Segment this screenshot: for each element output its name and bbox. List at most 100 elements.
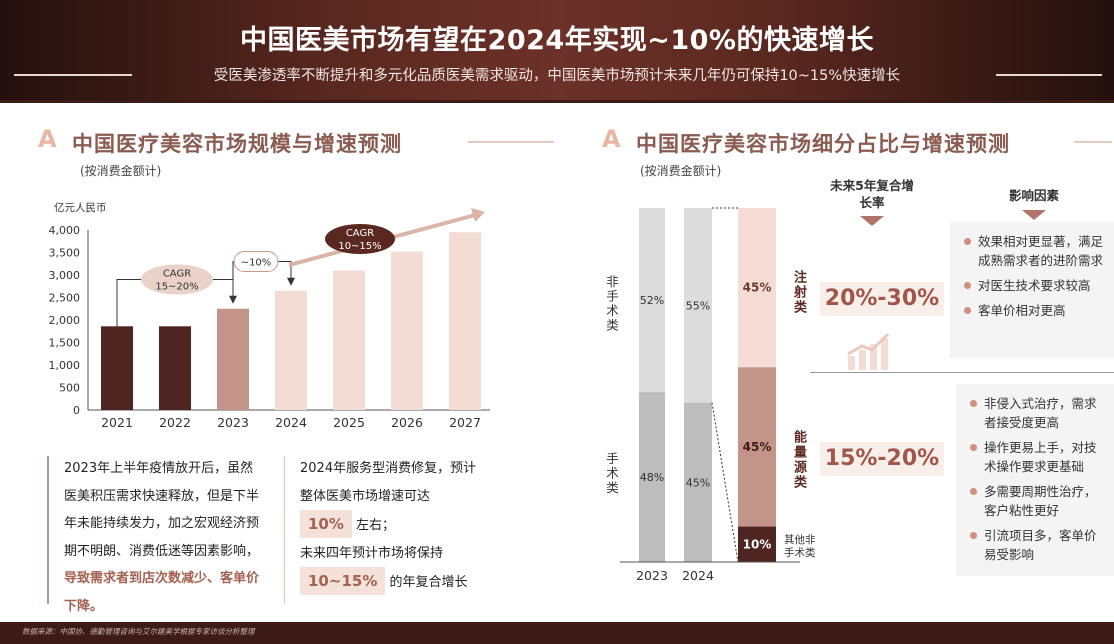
factors-injection: 效果相对更显著，满足成熟需求者的进阶需求对医生技术要求较高 客单价相对更高 bbox=[950, 222, 1114, 358]
bar-2025 bbox=[333, 270, 365, 410]
bar-surgical-2024 bbox=[684, 402, 712, 562]
label-surgical-pct: 48% bbox=[640, 471, 664, 484]
right-note: (按消费金额计) bbox=[640, 164, 722, 178]
badge-growth-2024: 10% bbox=[300, 510, 352, 538]
breakdown-其他非手术类 bbox=[738, 526, 776, 562]
y-tick-label: 2,000 bbox=[49, 314, 81, 327]
outlook-text-4: 的年复合增长 bbox=[389, 575, 468, 590]
header-band bbox=[0, 0, 1114, 100]
segment-divider bbox=[810, 372, 1114, 373]
breakdown-pct: 10% bbox=[743, 537, 772, 551]
cagr-label-1: CAGR bbox=[163, 269, 191, 280]
bar-2027 bbox=[449, 232, 481, 410]
arrow-down-icon-2 bbox=[1022, 210, 1046, 220]
right-section-line bbox=[1074, 141, 1112, 143]
bar-2021 bbox=[101, 326, 133, 410]
x-tick-label: 2026 bbox=[391, 415, 423, 430]
factors-energy: 非侵入式治疗，需求者接受度更高 操作更易上手，对技术操作要求更基础 多需要周期性治疗… bbox=[956, 384, 1114, 576]
rate-injection: 20%-30% bbox=[820, 282, 944, 316]
badge-cagr: 10~15% bbox=[300, 567, 386, 595]
segment-share-chart: 52% 48% 55% 45% 45% 45% 10% 2023 2024 bbox=[620, 207, 800, 583]
x-tick-label: 2021 bbox=[101, 415, 133, 430]
market-size-chart: 亿元人民币 0 500 1,000 1,500 2,000 2,500 3,000 3,500… bbox=[49, 201, 490, 430]
logo-a-icon-right: A bbox=[602, 125, 621, 153]
y-tick-label: 4,000 bbox=[49, 224, 81, 237]
para-market-review-highlight: 导致需求者到店次数减少、客单价下降。 bbox=[64, 571, 260, 614]
source-note: 数据来源：中国协、德勤管理咨询与艾尔建美学根据专家访谈分析整理 bbox=[22, 627, 255, 636]
y-tick-label: 3,000 bbox=[49, 269, 81, 282]
label-surgical-pct: 45% bbox=[686, 476, 710, 489]
bar-2024 bbox=[275, 290, 307, 410]
factor-item: 多需要周期性治疗，客户粘性更好 bbox=[970, 482, 1106, 520]
bar-surgical-2023 bbox=[639, 392, 665, 562]
y-tick-label: 500 bbox=[59, 382, 80, 395]
growth-bubble bbox=[233, 251, 279, 272]
cagr-value-2: 10~15% bbox=[338, 241, 381, 252]
bar-nonsurgical-2023 bbox=[639, 208, 665, 393]
label-injection: 注射类 bbox=[791, 270, 806, 315]
page-subtitle: 受医美渗透率不断提升和多元化品质医美需求驱动，中国医美市场预计未来几年仍可保持1… bbox=[213, 68, 901, 84]
x-tick-label: 2022 bbox=[159, 415, 191, 430]
factor-item: 效果相对更显著，满足成熟需求者的进阶需求 bbox=[964, 232, 1106, 270]
x-tick-label: 2024 bbox=[275, 415, 307, 430]
label-other: 其他非手术类 bbox=[784, 534, 816, 559]
para-market-review-text: 2023年上半年疫情放开后，虽然医美积压需求快速释放，但是下半年未能持续发力，加… bbox=[64, 461, 260, 559]
label-nonsurgical: 非手术类 bbox=[604, 275, 619, 333]
col-header-cagr: 未来5年复合增长率 bbox=[830, 178, 914, 210]
cagr-label-2: CAGR bbox=[346, 228, 374, 239]
x-tick-label: 2027 bbox=[449, 415, 481, 430]
y-tick-label: 1,000 bbox=[49, 359, 81, 372]
page-title: 中国医美市场有望在2024年实现~10%的快速增长 bbox=[240, 25, 874, 56]
bar-2023 bbox=[217, 308, 249, 410]
left-note: (按消费金额计) bbox=[80, 164, 162, 178]
para-market-outlook: 2024年服务型消费修复，预计整体医美市场增速可达 10% 左右； 未来四年预计… bbox=[300, 455, 480, 597]
y-tick-label: 2,500 bbox=[49, 292, 81, 305]
para-divider bbox=[284, 456, 285, 604]
left-section-line bbox=[468, 141, 554, 143]
para-market-review: 2023年上半年疫情放开后，虽然医美积压需求快速释放，但是下半年未能持续发力，加… bbox=[64, 455, 260, 620]
y-axis-label: 亿元人民币 bbox=[54, 201, 107, 214]
para-accent-bar bbox=[47, 456, 49, 604]
label-surgical: 手术类 bbox=[604, 452, 619, 496]
factor-item: 操作更易上手，对技术操作要求更基础 bbox=[970, 438, 1106, 476]
rate-energy: 15%-20% bbox=[820, 442, 944, 476]
label-nonsurgical-pct: 52% bbox=[640, 294, 664, 307]
trend-arrow-head bbox=[471, 208, 485, 222]
growth-chart-icon bbox=[847, 332, 890, 370]
col-header-factors: 影响因素 bbox=[1008, 188, 1059, 203]
divider-left bbox=[14, 74, 132, 76]
connector-bottom bbox=[711, 402, 739, 563]
breakdown-能量源类 bbox=[738, 367, 776, 527]
factor-item: 对医生技术要求较高 bbox=[964, 276, 1106, 295]
label-nonsurgical-pct: 55% bbox=[686, 299, 710, 312]
bar-2022 bbox=[159, 326, 191, 410]
outlook-text-1: 2024年服务型消费修复，预计整体医美市场增速可达 bbox=[300, 461, 477, 504]
bar-nonsurgical-2024 bbox=[684, 208, 712, 403]
left-section-title: 中国医疗美容市场规模与增速预测 bbox=[72, 132, 402, 156]
cagr-value-1: 15~20% bbox=[155, 282, 198, 293]
outlook-text-2: 左右； bbox=[356, 518, 396, 533]
outlook-text-3: 未来四年预计市场将保持 bbox=[300, 545, 444, 561]
divider-right bbox=[996, 74, 1102, 76]
factor-item: 引流项目多，客单价易受影响 bbox=[970, 526, 1106, 564]
bar-2026 bbox=[391, 251, 423, 410]
y-tick-label: 3,500 bbox=[49, 247, 81, 260]
factor-item: 客单价相对更高 bbox=[964, 301, 1106, 320]
breakdown-pct: 45% bbox=[743, 281, 772, 295]
logo-a-icon: A bbox=[38, 125, 57, 153]
x-tick-label: 2023 bbox=[636, 568, 668, 583]
cagr-bubble-1 bbox=[141, 264, 213, 295]
footer-band bbox=[0, 622, 1114, 644]
label-energy: 能量源类 bbox=[791, 430, 806, 490]
y-tick-label: 1,500 bbox=[49, 337, 81, 350]
x-tick-label: 2025 bbox=[333, 415, 365, 430]
bracket-arrow-1 bbox=[229, 295, 237, 304]
cagr-bubble-2 bbox=[325, 224, 395, 254]
right-section-title: 中国医疗美容市场细分占比与增速预测 bbox=[636, 132, 1010, 156]
breakdown-注射类 bbox=[738, 208, 776, 368]
x-tick-label: 2023 bbox=[217, 415, 249, 430]
y-tick-label: 0 bbox=[73, 404, 80, 417]
x-tick-label: 2024 bbox=[682, 568, 714, 583]
breakdown-pct: 45% bbox=[743, 440, 772, 454]
bracket-arrow-2 bbox=[287, 277, 295, 286]
